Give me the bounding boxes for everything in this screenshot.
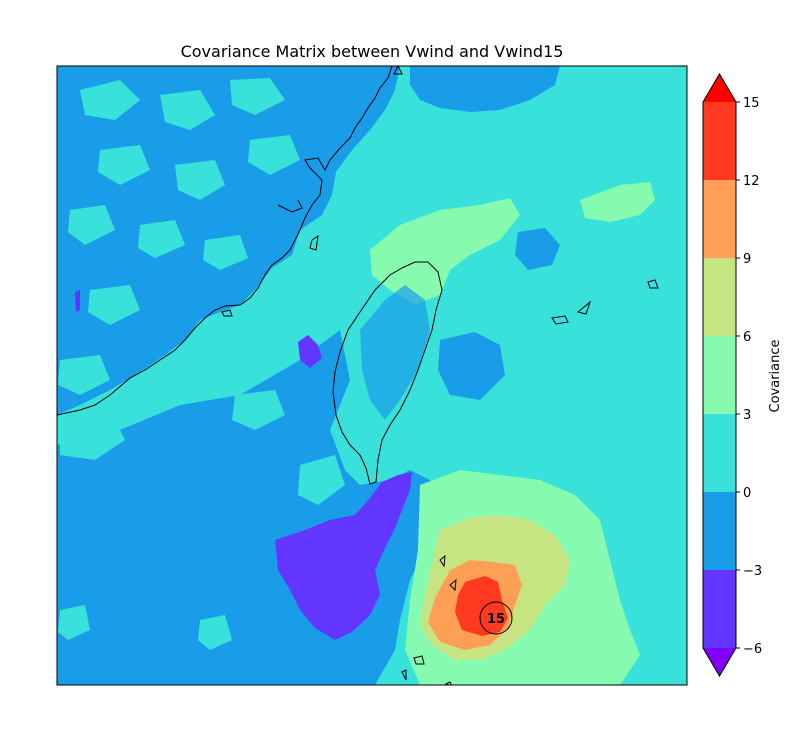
colorbar-segment bbox=[703, 180, 736, 258]
colorbar-label: Covariance bbox=[768, 340, 783, 413]
colorbar-tick-label: −6 bbox=[743, 642, 762, 657]
colorbar-tick-label: 15 bbox=[743, 96, 760, 111]
map-plot: 15 bbox=[57, 66, 687, 686]
colorbar-tick-label: 0 bbox=[743, 486, 751, 501]
colorbar-segment bbox=[703, 258, 736, 336]
colorbar-tick-label: 12 bbox=[743, 174, 760, 189]
colorbar-segment bbox=[703, 102, 736, 180]
colorbar-segment bbox=[703, 570, 736, 648]
colorbar-segment bbox=[703, 414, 736, 492]
colorbar-tick-label: 3 bbox=[743, 408, 751, 423]
colorbar-extend-over bbox=[703, 74, 736, 102]
colorbar-segment bbox=[703, 492, 736, 570]
colorbar-tick-label: −3 bbox=[743, 564, 762, 579]
colorbar: −6 −3 0 3 6 9 12 15 bbox=[703, 74, 762, 676]
chart-title: Covariance Matrix between Vwind and Vwin… bbox=[181, 42, 564, 61]
colorbar-tick-label: 6 bbox=[743, 330, 751, 345]
colorbar-extend-under bbox=[703, 648, 736, 676]
colorbar-segment bbox=[703, 336, 736, 414]
marker-label: 15 bbox=[487, 612, 505, 627]
colorbar-tick-label: 9 bbox=[743, 252, 751, 267]
